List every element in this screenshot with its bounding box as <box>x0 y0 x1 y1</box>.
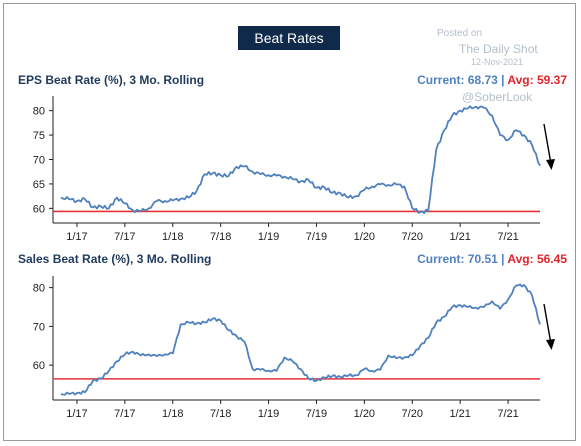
sales-down-arrow-head <box>546 339 555 350</box>
eps-separator: | <box>497 73 508 87</box>
sales-x-tick-label: 1/20 <box>354 408 375 420</box>
eps-x-tick-label: 1/20 <box>354 231 375 243</box>
sales-current-avg: Current: 70.51 | Avg: 56.45 <box>417 252 567 266</box>
sales-avg-label: Avg: 56.45 <box>507 252 567 266</box>
sales-y-tick-label: 60 <box>33 360 45 372</box>
eps-x-tick-label: 1/17 <box>66 231 87 243</box>
sales-y-tick-label: 80 <box>33 283 45 295</box>
watermark-handle: @SoberLook <box>462 90 533 104</box>
eps-current-avg: Current: 68.73 | Avg: 59.37 <box>417 73 567 87</box>
eps-x-tick-label: 7/17 <box>114 231 135 243</box>
eps-y-tick-label: 70 <box>33 155 45 167</box>
sales-down-arrow-shaft <box>543 303 552 345</box>
eps-y-tick-label: 75 <box>33 130 45 142</box>
chart-frame <box>3 3 576 441</box>
watermark-posted: Posted on <box>437 28 483 39</box>
eps-chart-title: EPS Beat Rate (%), 3 Mo. Rolling <box>18 73 205 87</box>
watermark-date: 12-Nov-2021 <box>471 57 524 67</box>
sales-x-tick-label: 7/17 <box>114 408 135 420</box>
eps-x-tick-label: 7/21 <box>497 231 518 243</box>
sales-x-tick-label: 1/19 <box>258 408 279 420</box>
eps-series-line <box>60 105 541 215</box>
eps-y-tick-label: 65 <box>33 179 45 191</box>
sales-x-tick-label: 1/17 <box>66 408 87 420</box>
sales-x-tick-label: 7/21 <box>497 408 518 420</box>
sales-x-tick-label: 7/20 <box>402 408 423 420</box>
sales-series-line <box>60 283 541 396</box>
sales-x-tick-label: 7/19 <box>306 408 327 420</box>
sales-separator: | <box>497 252 508 266</box>
sales-current-label: Current: 70.51 <box>417 252 498 266</box>
eps-y-tick-label: 60 <box>33 203 45 215</box>
eps-avg-label: Avg: 59.37 <box>507 73 567 87</box>
eps-x-tick-label: 7/20 <box>402 231 423 243</box>
watermark-source: The Daily Shot <box>459 42 538 56</box>
sales-chart-title: Sales Beat Rate (%), 3 Mo. Rolling <box>18 252 212 266</box>
chart-title-badge: Beat Rates <box>238 26 340 50</box>
eps-x-tick-label: 7/18 <box>210 231 231 243</box>
eps-down-arrow-shaft <box>543 123 552 165</box>
eps-x-tick-label: 1/21 <box>449 231 470 243</box>
eps-x-tick-label: 7/19 <box>306 231 327 243</box>
sales-x-tick-label: 1/21 <box>449 408 470 420</box>
eps-x-tick-label: 1/19 <box>258 231 279 243</box>
eps-y-tick-label: 80 <box>33 106 45 118</box>
eps-current-label: Current: 68.73 <box>417 73 498 87</box>
sales-x-tick-label: 1/18 <box>162 408 183 420</box>
sales-x-tick-label: 7/18 <box>210 408 231 420</box>
eps-x-tick-label: 1/18 <box>162 231 183 243</box>
eps-down-arrow-head <box>546 159 555 170</box>
sales-y-tick-label: 70 <box>33 321 45 333</box>
